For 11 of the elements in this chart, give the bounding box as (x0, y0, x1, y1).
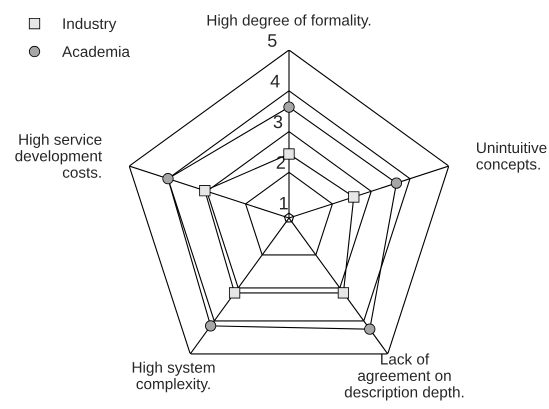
legend-label: Academia (62, 46, 130, 58)
spoke-label: High system complexity. (132, 362, 215, 392)
spoke-label: Lack of agreement on description depth. (344, 353, 464, 401)
spoke-label: Unintuitive concepts. (476, 142, 547, 173)
y-tick-label: 3 (274, 115, 282, 128)
spoke-label: High service development costs. (15, 134, 102, 178)
spoke-label: High degree of formality. (208, 14, 370, 29)
y-tick-label: 4 (270, 74, 280, 88)
legend-label: Industry (63, 18, 116, 32)
y-tick-label: 5 (268, 34, 277, 47)
y-tick-label: 1 (280, 196, 288, 210)
